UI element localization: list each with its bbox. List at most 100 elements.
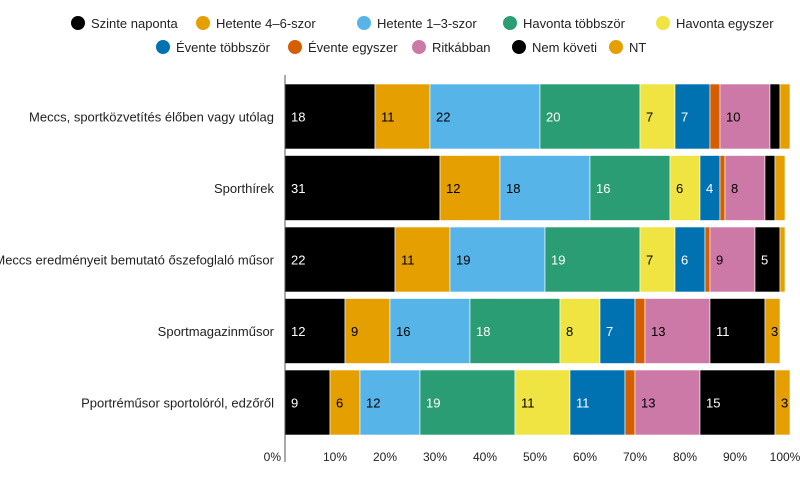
legend-item: Havonta többször xyxy=(503,16,626,31)
legend-label: Évente többször xyxy=(176,40,271,55)
bar-segment xyxy=(569,369,626,436)
data-label: 11 xyxy=(521,396,535,411)
bar-segment xyxy=(469,298,561,364)
data-label: 12 xyxy=(446,181,460,196)
x-tick-label: 50% xyxy=(523,450,547,464)
legend-label: Évente egyszer xyxy=(308,40,398,55)
legend-item: Hetente 4–6-szor xyxy=(196,16,316,31)
bar-segment xyxy=(674,83,711,150)
data-label: 18 xyxy=(476,324,490,339)
bar-segment xyxy=(709,83,721,150)
legend-item: Hetente 1–3-szor xyxy=(357,16,477,31)
bar-segment xyxy=(419,369,516,436)
bar-segment xyxy=(644,298,711,364)
bar-row: 31 12 18 16 6 4 8 xyxy=(284,155,786,221)
category-label: Sportmagazinműsor xyxy=(158,324,275,339)
legend-swatch xyxy=(196,16,210,30)
bar-segment xyxy=(499,155,591,221)
bar-row: 18 11 22 20 7 7 10 xyxy=(284,83,791,150)
data-label: 7 xyxy=(646,110,653,125)
legend-swatch xyxy=(412,40,426,54)
bar-segment xyxy=(779,83,791,150)
bar-segment xyxy=(284,83,376,150)
data-label: 8 xyxy=(566,324,573,339)
bar-segment xyxy=(774,155,786,221)
legend-label: Hetente 4–6-szor xyxy=(216,16,316,31)
data-label: 20 xyxy=(546,110,560,125)
bar-segment xyxy=(639,226,676,293)
bar-segment xyxy=(634,298,646,364)
bar-segment xyxy=(669,155,701,221)
bar-segment xyxy=(704,226,711,293)
legend-swatch xyxy=(357,16,371,30)
bar-segment xyxy=(754,226,781,293)
legend-swatch xyxy=(71,16,85,30)
category-labels: Meccs, sportközvetítés élőben vagy utóla… xyxy=(0,110,275,411)
bar-segment xyxy=(539,83,641,150)
category-label: Sporthírek xyxy=(214,181,274,196)
legend-label: Hetente 1–3-szor xyxy=(377,16,477,31)
data-label: 18 xyxy=(506,181,520,196)
bar-segment xyxy=(344,298,391,364)
data-label: 3 xyxy=(781,396,788,411)
data-label: 6 xyxy=(336,396,343,411)
data-label: 19 xyxy=(456,253,470,268)
bar-segment xyxy=(284,226,396,293)
bar-segment xyxy=(559,298,601,364)
data-label: 9 xyxy=(716,253,723,268)
bar-segment xyxy=(724,155,766,221)
legend-item: Évente egyszer xyxy=(288,40,398,55)
bar-segment xyxy=(284,155,441,221)
x-tick-label: 60% xyxy=(573,450,597,464)
legend-label: Nem követi xyxy=(532,40,597,55)
legend-item: NT xyxy=(609,40,646,55)
data-label: 13 xyxy=(651,324,665,339)
data-label: 8 xyxy=(731,181,738,196)
data-label: 31 xyxy=(291,181,305,196)
bar-segment xyxy=(764,298,781,364)
bar-segment xyxy=(709,298,766,364)
bar-segment xyxy=(514,369,571,436)
bar-segment xyxy=(544,226,641,293)
bar-segment xyxy=(429,83,541,150)
data-label: 11 xyxy=(576,396,590,411)
legend-label: NT xyxy=(629,40,646,55)
data-label: 6 xyxy=(676,181,683,196)
data-label: 9 xyxy=(351,324,358,339)
x-tick-label: 40% xyxy=(473,450,497,464)
x-tick-label: 0% xyxy=(264,450,282,464)
bar-segment xyxy=(284,369,331,436)
bar-segment xyxy=(709,226,756,293)
data-label: 13 xyxy=(641,396,655,411)
bar-segment xyxy=(699,369,776,436)
x-tick-label: 90% xyxy=(723,450,747,464)
data-label: 15 xyxy=(706,396,720,411)
data-label: 7 xyxy=(646,253,653,268)
legend-item: Nem követi xyxy=(512,40,597,55)
bar-segment xyxy=(439,155,501,221)
data-label: 10 xyxy=(726,110,740,125)
x-tick-label: 100% xyxy=(770,450,800,464)
bar-segment xyxy=(634,369,701,436)
bar-segment xyxy=(639,83,676,150)
bar-segment xyxy=(779,226,786,293)
bar-segment xyxy=(674,226,706,293)
bar-segment xyxy=(719,155,726,221)
legend-item: Ritkábban xyxy=(412,40,491,55)
legend-item: Évente többször xyxy=(156,40,271,55)
legend-swatch xyxy=(156,40,170,54)
legend-swatch xyxy=(512,40,526,54)
legend: Szinte naponta Hetente 4–6-szor Hetente 1–… xyxy=(71,16,774,55)
legend-item: Szinte naponta xyxy=(71,16,179,31)
bar-row: 12 9 16 18 8 7 13 11 3 xyxy=(284,298,781,364)
bar-segment xyxy=(284,298,346,364)
bar-segment xyxy=(359,369,421,436)
data-label: 9 xyxy=(291,396,298,411)
data-label: 22 xyxy=(436,110,450,125)
data-label: 12 xyxy=(291,324,305,339)
data-label: 5 xyxy=(761,253,768,268)
data-label: 18 xyxy=(291,110,305,125)
plot-area: 18 11 22 20 7 7 10 31 12 18 16 6 4 8 22 11 19 19 7 6 9 5 12 9 16… xyxy=(284,83,791,436)
legend-swatch xyxy=(609,40,623,54)
